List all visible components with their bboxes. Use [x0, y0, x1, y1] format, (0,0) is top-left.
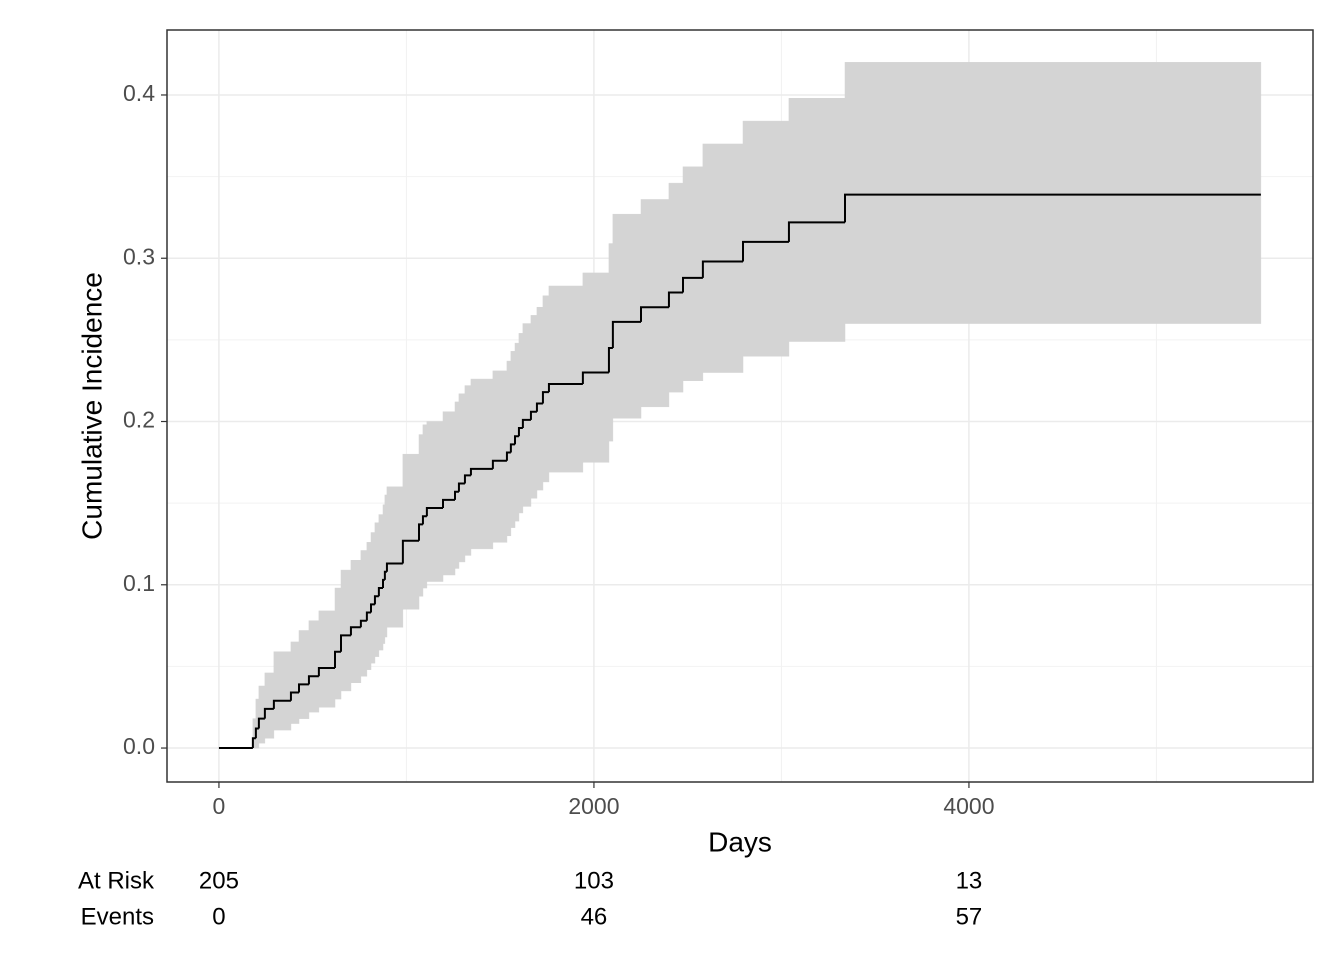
- confidence-band: [742, 120, 790, 357]
- step-line: [454, 490, 459, 500]
- confidence-band: [582, 272, 610, 463]
- step-line: [365, 611, 371, 621]
- confidence-band: [273, 651, 292, 731]
- step-line: [529, 410, 537, 420]
- confidence-band: [668, 182, 684, 393]
- confidence-band: [402, 453, 420, 610]
- confidence-band: [702, 143, 744, 373]
- step-line: [289, 691, 299, 701]
- risk-cell: 57: [956, 903, 983, 930]
- confidence-band: [612, 213, 642, 419]
- step-line: [340, 634, 351, 652]
- confidence-band: [788, 97, 846, 342]
- step-line: [517, 427, 523, 437]
- confidence-band: [522, 323, 532, 507]
- confidence-band: [548, 285, 584, 473]
- confidence-band: [470, 378, 494, 550]
- confidence-band: [350, 560, 362, 683]
- confidence-band: [640, 199, 670, 408]
- risk-cell: 13: [956, 867, 983, 894]
- step-line: [607, 347, 613, 373]
- step-line: [334, 650, 341, 669]
- confidence-band: [426, 421, 444, 582]
- confidence-band: [308, 620, 320, 713]
- step-line: [442, 498, 455, 509]
- plot-border: [166, 29, 1314, 783]
- confidence-band: [318, 610, 336, 708]
- step-line: [370, 603, 375, 613]
- step-line: [581, 371, 609, 384]
- step-line: [667, 291, 683, 308]
- step-line: [317, 667, 335, 677]
- risk-cell: 0: [212, 903, 225, 930]
- step-line: [469, 467, 493, 476]
- x-axis-title: Days: [708, 826, 772, 857]
- y-tick-label: 0.4: [123, 80, 155, 106]
- y-tick-label: 0.0: [123, 733, 155, 759]
- step-line: [844, 193, 1261, 223]
- step-line: [359, 619, 367, 628]
- confidence-band: [290, 641, 300, 724]
- risk-cell: 205: [199, 867, 239, 894]
- step-line: [463, 474, 471, 484]
- step-line: [547, 382, 583, 393]
- step-line: [701, 260, 743, 278]
- step-line: [787, 221, 845, 242]
- risk-cell: 46: [581, 903, 608, 930]
- step-line: [401, 539, 419, 564]
- confidence-band: [340, 569, 352, 692]
- x-tick-label: 4000: [943, 793, 994, 819]
- step-line: [298, 683, 309, 693]
- risk-row-label: Events: [81, 903, 154, 930]
- step-line: [505, 451, 511, 461]
- confidence-band: [264, 672, 275, 739]
- y-tick-label: 0.1: [123, 570, 155, 596]
- step-line: [514, 435, 519, 445]
- confidence-band: [844, 62, 1262, 324]
- step-line: [251, 737, 256, 749]
- step-line: [682, 276, 703, 293]
- y-axis-title: Cumulative Incidence: [76, 272, 107, 540]
- step-line: [377, 587, 383, 597]
- step-line: [382, 578, 385, 589]
- step-line: [640, 306, 669, 322]
- step-line: [509, 443, 515, 453]
- y-tick-label: 0.3: [123, 243, 155, 269]
- confidence-band: [682, 166, 704, 381]
- step-line: [257, 717, 265, 729]
- step-line: [425, 507, 443, 517]
- risk-row-label: At Risk: [78, 867, 155, 894]
- step-line: [541, 391, 549, 404]
- step-line: [535, 402, 543, 412]
- confidence-band: [298, 630, 310, 719]
- step-line: [385, 562, 403, 572]
- step-line: [307, 675, 319, 685]
- risk-cell: 103: [574, 867, 614, 894]
- step-line: [272, 699, 291, 709]
- step-line: [491, 459, 507, 469]
- step-line: [421, 515, 427, 525]
- x-tick-label: 0: [213, 793, 226, 819]
- confidence-band: [386, 486, 404, 628]
- y-tick-label: 0.2: [123, 407, 155, 433]
- step-line: [742, 240, 789, 262]
- step-line: [611, 320, 641, 349]
- step-line: [457, 482, 465, 492]
- confidence-band: [422, 424, 428, 589]
- step-line: [418, 523, 423, 541]
- x-tick-label: 2000: [568, 793, 619, 819]
- step-line: [263, 707, 274, 719]
- step-line: [521, 418, 531, 429]
- confidence-band: [442, 411, 456, 576]
- step-line: [349, 626, 361, 636]
- step-line: [373, 595, 379, 605]
- confidence-band: [492, 370, 508, 543]
